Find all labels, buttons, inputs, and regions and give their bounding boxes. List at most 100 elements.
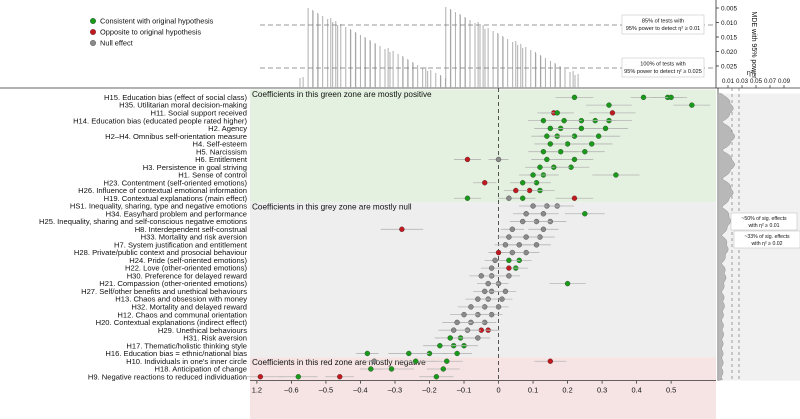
estimate-point: [640, 94, 647, 101]
estimate-point: [475, 335, 481, 341]
estimate-point: [495, 156, 502, 163]
estimate-point: [602, 125, 609, 132]
right-panel-xlabel: η²: [747, 70, 754, 77]
estimate-point: [554, 110, 560, 116]
estimate-point: [506, 234, 512, 240]
annotation-text: with η² ≥ 0.02: [751, 241, 782, 247]
estimate-point: [578, 125, 585, 132]
zone-backgrounds: Coefficients in this green zone are most…: [250, 89, 716, 419]
estimate-point: [520, 218, 526, 225]
estimate-point: [609, 110, 616, 116]
annotation-text: ~50% of sig. effects: [741, 216, 787, 222]
estimate-point: [571, 195, 578, 201]
estimate-point: [454, 319, 460, 326]
legend-label: Opposite to original hypothesis: [100, 28, 201, 37]
annotation-box: [621, 14, 705, 35]
hypothesis-label: H8. Interdependent self-construal: [135, 225, 248, 234]
estimate-point: [668, 94, 674, 101]
density-curve: [717, 93, 735, 381]
estimate-point: [523, 211, 529, 217]
hypothesis-label: H24. Pride (self-oriented emotions): [129, 256, 247, 265]
estimate-point: [540, 149, 547, 155]
estimate-point: [509, 249, 515, 256]
top-y-tick-label: 0.025: [721, 64, 737, 71]
estimate-point: [564, 280, 571, 287]
estimate-point: [502, 288, 509, 295]
x-tick-label: 1.2: [252, 386, 262, 395]
x-tick-label: 0.4: [631, 386, 641, 395]
hypothesis-label: H6. Entitlement: [195, 155, 248, 164]
hypothesis-label: H32. Mortality and delayed reward: [131, 303, 247, 312]
hypothesis-label: H17. Thematic/holistic thinking style: [126, 341, 247, 350]
hypothesis-label: H35. Utilitarian moral decision-making: [119, 101, 247, 110]
estimate-point: [547, 358, 553, 364]
estimate-point: [506, 273, 512, 279]
estimate-point: [502, 242, 509, 248]
estimate-point: [406, 350, 412, 357]
right-x-tick-label: 0.05: [750, 78, 763, 85]
estimate-point: [464, 195, 471, 201]
legend-marker: [90, 29, 96, 35]
x-tick-label: –0.5: [319, 386, 333, 395]
estimate-point: [547, 141, 553, 147]
estimate-point: [451, 327, 457, 333]
hypothesis-label: H14. Education bias (educated people rat…: [73, 116, 247, 125]
zone-label: Coefficients in this grey zone are mostl…: [252, 203, 412, 212]
hypothesis-label: H9. Negative reactions to reduced indivi…: [88, 372, 247, 381]
estimate-point: [464, 156, 471, 163]
estimate-point: [530, 203, 536, 209]
right-density-panel: 0.01 0.03 0.05 0.07 0.09 η² ~50% of sig. effec…: [717, 70, 800, 381]
hypothesis-label: H31. Risk aversion: [183, 334, 247, 343]
estimate-point: [547, 125, 553, 132]
estimate-point: [540, 226, 547, 232]
hypothesis-label: H15. Education bias (effect of social cl…: [104, 93, 247, 102]
estimate-point: [509, 226, 515, 232]
estimate-point: [520, 180, 526, 186]
estimate-point: [526, 187, 533, 194]
hypothesis-label: H12. Chaos and communal orientation: [117, 310, 247, 319]
right-x-tick-label: 0.07: [764, 78, 777, 85]
x-tick-label: –0.4: [353, 386, 367, 395]
annotation-text: ~33% of sig. effects: [744, 234, 790, 240]
annotation-text: 95% power to detect η² ≥ 0.01: [626, 26, 701, 32]
hypothesis-label: H30. Preference for delayed reward: [127, 271, 247, 280]
estimate-point: [485, 280, 491, 287]
estimate-point: [371, 358, 377, 364]
legend-label: Consistent with original hypothesis: [100, 17, 214, 26]
hypothesis-label: H10. Individuals in one's inner circle: [126, 357, 247, 366]
hypothesis-label: H28. Private/public context and prosocia…: [74, 248, 248, 257]
estimate-point: [506, 265, 512, 271]
zone-band: [250, 202, 716, 358]
annotation-text: with η² ≥ 0.01: [748, 223, 779, 229]
estimate-point: [558, 149, 564, 155]
estimate-point: [440, 366, 446, 372]
estimate-point: [461, 312, 467, 318]
hypothesis-label: H26. Influence of contextual emotional i…: [78, 186, 247, 195]
top-y-tick-label: 0.005: [721, 6, 737, 13]
estimate-point: [506, 195, 512, 201]
estimate-point: [368, 366, 374, 372]
hypothesis-label: H11. Social support received: [150, 109, 247, 118]
estimate-point: [589, 141, 595, 147]
estimate-point: [482, 288, 488, 295]
x-tick-label: –0.1: [457, 386, 471, 395]
estimate-point: [364, 350, 371, 357]
x-tick-label: 0.3: [597, 386, 607, 395]
estimate-point: [475, 296, 481, 302]
estimate-point: [488, 265, 495, 271]
estimate-point: [399, 226, 405, 232]
estimate-point: [337, 374, 343, 380]
hypothesis-label: H22. Love (other-oriented emotions): [125, 264, 247, 273]
estimate-point: [613, 172, 619, 178]
hypothesis-label: H4. Self-esteem: [193, 140, 247, 149]
x-tick-label: 0: [496, 386, 500, 395]
estimate-point: [571, 156, 578, 163]
estimate-point: [257, 374, 264, 380]
estimate-point: [495, 249, 502, 256]
annotation-box: [621, 57, 705, 78]
estimate-point: [433, 374, 440, 380]
zone-label: Coefficients in this red zone are mostly…: [252, 358, 426, 367]
top-y-tick-label: 0.015: [721, 35, 737, 42]
annotation-box: [730, 212, 798, 231]
estimate-point: [444, 358, 450, 364]
